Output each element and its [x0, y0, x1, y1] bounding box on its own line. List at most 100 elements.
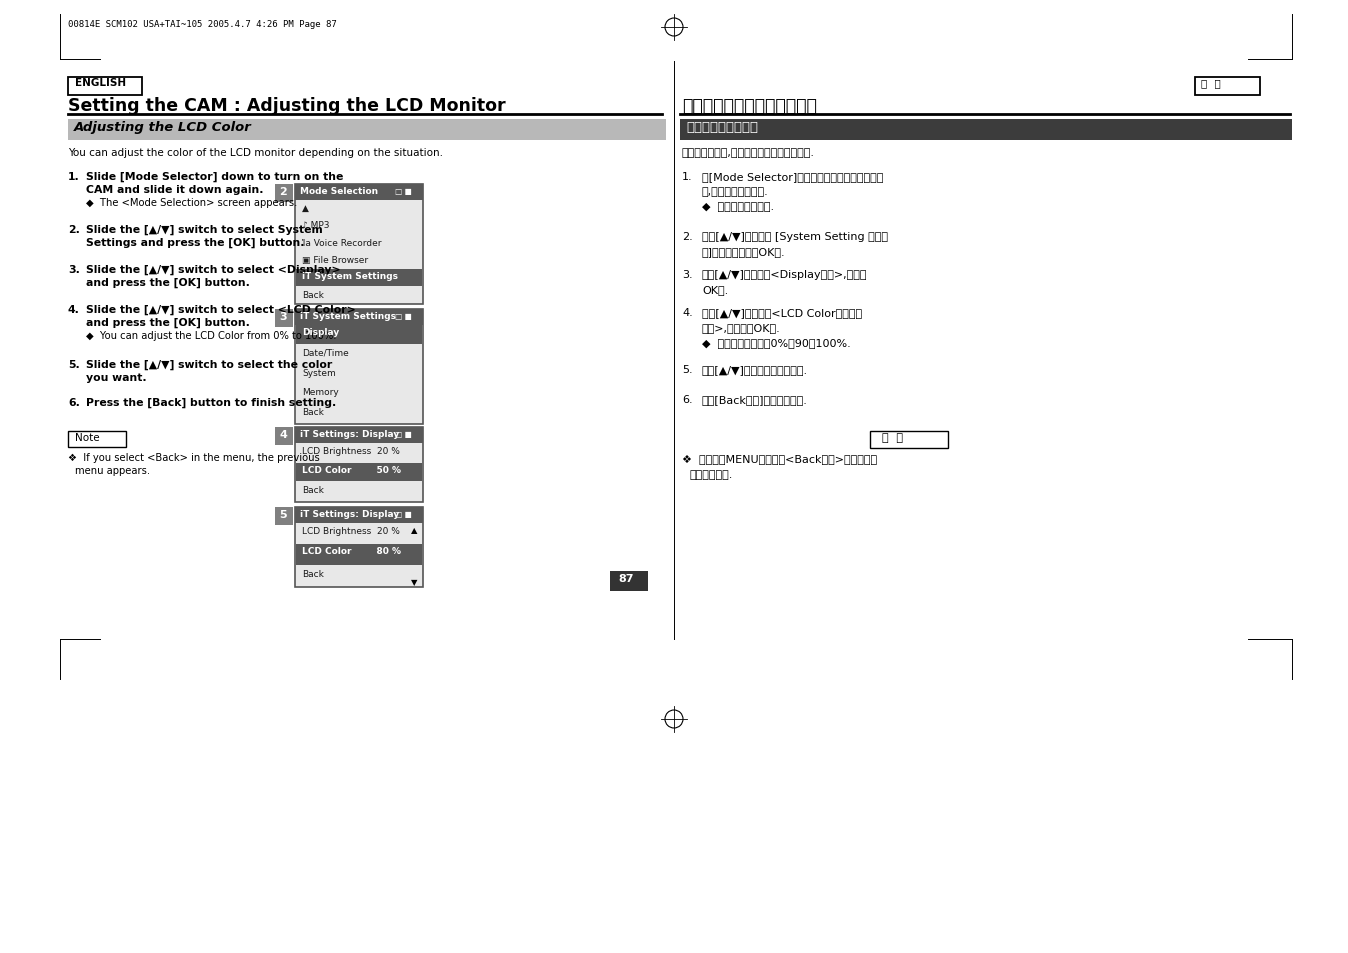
Text: 2.: 2. [67, 225, 80, 234]
Text: LCD Brightness  20 %: LCD Brightness 20 % [302, 526, 400, 536]
Text: ▼: ▼ [411, 578, 418, 586]
Text: 說  明: 說 明 [882, 433, 903, 442]
Text: 台  灣: 台 灣 [1201, 78, 1221, 88]
Text: and press the [OK] button.: and press the [OK] button. [86, 317, 249, 328]
Text: iT System Settings: iT System Settings [301, 312, 396, 320]
Bar [295, 507, 423, 523]
Bar [275, 507, 293, 525]
Text: 一個菜單選項.: 一個菜單選項. [690, 470, 733, 479]
Text: OK鍵.: OK鍵. [702, 285, 728, 294]
Text: ▲: ▲ [411, 525, 418, 535]
Text: 6.: 6. [682, 395, 693, 405]
Text: 2: 2 [279, 187, 287, 196]
Text: you want.: you want. [86, 373, 147, 382]
Text: 1.: 1. [67, 172, 80, 182]
Bar [297, 545, 422, 565]
Text: CAM and slide it down again.: CAM and slide it down again. [86, 185, 263, 194]
Bar [295, 310, 423, 424]
Text: You can adjust the color of the LCD monitor depending on the situation.: You can adjust the color of the LCD moni… [67, 148, 443, 158]
Bar [297, 270, 422, 286]
Text: 5.: 5. [67, 359, 80, 370]
Text: 3: 3 [279, 312, 287, 322]
Text: ◆  模式選擇畫面出現.: ◆ 模式選擇畫面出現. [702, 202, 774, 212]
Bar [611, 572, 648, 592]
Bar [1194, 78, 1260, 96]
Text: 按下[Back返回]鍵來結束調整.: 按下[Back返回]鍵來結束調整. [702, 395, 807, 405]
Text: 4.: 4. [67, 305, 80, 314]
Text: 3.: 3. [67, 265, 80, 274]
Text: Mode Selection: Mode Selection [301, 187, 379, 195]
Bar [297, 463, 422, 482]
Bar [275, 185, 293, 203]
Bar [295, 310, 423, 326]
Text: Slide the [▲/▼] switch to select <Display>: Slide the [▲/▼] switch to select <Displa… [86, 265, 341, 275]
Text: System: System [302, 368, 336, 377]
Text: 2.: 2. [682, 232, 693, 242]
Bar [295, 185, 423, 305]
Text: Slide [Mode Selector] down to turn on the: Slide [Mode Selector] down to turn on th… [86, 172, 344, 182]
Text: Slide the [▲/▼] switch to select the color: Slide the [▲/▼] switch to select the col… [86, 359, 332, 370]
Bar [67, 120, 666, 141]
Text: Slide the [▲/▼] switch to select System: Slide the [▲/▼] switch to select System [86, 225, 322, 235]
Bar [67, 432, 125, 448]
Text: Date/Time: Date/Time [302, 349, 349, 357]
Text: ▣ File Browser: ▣ File Browser [302, 255, 368, 265]
Text: □ ■: □ ■ [395, 187, 412, 195]
Text: ❖  If you select <Back> in the menu, the previous: ❖ If you select <Back> in the menu, the … [67, 453, 319, 462]
Text: Slide the [▲/▼] switch to select <LCD Color>: Slide the [▲/▼] switch to select <LCD Co… [86, 305, 356, 314]
Bar [297, 326, 422, 344]
Bar [295, 507, 423, 587]
Bar [679, 120, 1291, 141]
Text: menu appears.: menu appears. [75, 465, 150, 476]
Text: 5: 5 [279, 510, 287, 519]
Text: 4: 4 [279, 430, 287, 439]
Text: 機,然後向下扑動一次.: 機,然後向下扑動一次. [702, 187, 768, 196]
Text: ♪ MP3: ♪ MP3 [302, 221, 329, 230]
Text: LCD Color        50 %: LCD Color 50 % [302, 465, 400, 475]
Text: 滑動[▲/▼]鍵來選擇<LCD Color液晶螢幕: 滑動[▲/▼]鍵來選擇<LCD Color液晶螢幕 [702, 308, 863, 317]
Bar [295, 428, 423, 443]
Text: iT System Settings: iT System Settings [302, 272, 398, 281]
Text: iT Settings: Display: iT Settings: Display [301, 430, 399, 438]
Text: 6.: 6. [67, 397, 80, 408]
Text: ◆  You can adjust the LCD Color from 0% to 100%.: ◆ You can adjust the LCD Color from 0% t… [86, 331, 337, 340]
Text: Press the [Back] button to finish setting.: Press the [Back] button to finish settin… [86, 397, 336, 408]
Text: 1.: 1. [682, 172, 693, 182]
Text: Back: Back [302, 291, 324, 299]
Text: Back: Back [302, 569, 324, 578]
Text: Back: Back [302, 486, 324, 495]
Text: □ ■: □ ■ [395, 510, 412, 518]
Text: Ἱa Voice Recorder: Ἱa Voice Recorder [302, 238, 381, 248]
Text: Display: Display [302, 328, 340, 336]
Text: 滑動[▲/▼]鍵來選擇<Display顯示>,然後下: 滑動[▲/▼]鍵來選擇<Display顯示>,然後下 [702, 270, 868, 280]
Text: ❖  如果您在MENU菜單中選<Back返回>時會回到上: ❖ 如果您在MENU菜單中選<Back返回>時會回到上 [682, 455, 878, 464]
Text: iT Settings: Display: iT Settings: Display [301, 510, 399, 518]
Text: ▲: ▲ [302, 204, 309, 213]
Text: and press the [OK] button.: and press the [OK] button. [86, 277, 249, 288]
Text: Memory: Memory [302, 388, 338, 397]
Text: Setting the CAM : Adjusting the LCD Monitor: Setting the CAM : Adjusting the LCD Moni… [67, 97, 506, 115]
Text: 滑動[▲/▼]鍵來選擇 [System Setting 系統設: 滑動[▲/▼]鍵來選擇 [System Setting 系統設 [702, 232, 888, 242]
Text: 87: 87 [617, 574, 634, 583]
Bar [869, 432, 948, 449]
Bar [295, 428, 423, 502]
Bar [275, 310, 293, 328]
Text: Settings and press the [OK] button.: Settings and press the [OK] button. [86, 237, 305, 248]
Text: □ ■: □ ■ [395, 312, 412, 320]
Text: Adjusting the LCD Color: Adjusting the LCD Color [74, 121, 252, 133]
Text: LCD Color        80 %: LCD Color 80 % [302, 547, 400, 556]
Text: □ ■: □ ■ [395, 430, 412, 438]
Text: Back: Back [302, 408, 324, 416]
Text: ◆  The <Mode Selection> screen appears.: ◆ The <Mode Selection> screen appears. [86, 198, 298, 208]
Bar [275, 428, 293, 446]
Text: 依照周圍的環境,您也可調整液晶螢幕的彩度.: 依照周圍的環境,您也可調整液晶螢幕的彩度. [682, 148, 816, 158]
Text: 3.: 3. [682, 270, 693, 280]
Text: Note: Note [75, 433, 100, 442]
Text: ENGLISH: ENGLISH [75, 78, 127, 88]
Text: LCD Brightness  20 %: LCD Brightness 20 % [302, 447, 400, 456]
Text: 5.: 5. [682, 365, 693, 375]
Text: 00814E SCM102 USA+TAI~105 2005.4.7 4:26 PM Page 87: 00814E SCM102 USA+TAI~105 2005.4.7 4:26 … [67, 20, 337, 29]
Bar [67, 78, 142, 96]
Text: ◆  您可調整的範圍為0%到90提100%.: ◆ 您可調整的範圍為0%到90提100%. [702, 337, 851, 348]
Text: 調整液晶螢幕的彩度: 調整液晶螢幕的彩度 [686, 121, 758, 133]
